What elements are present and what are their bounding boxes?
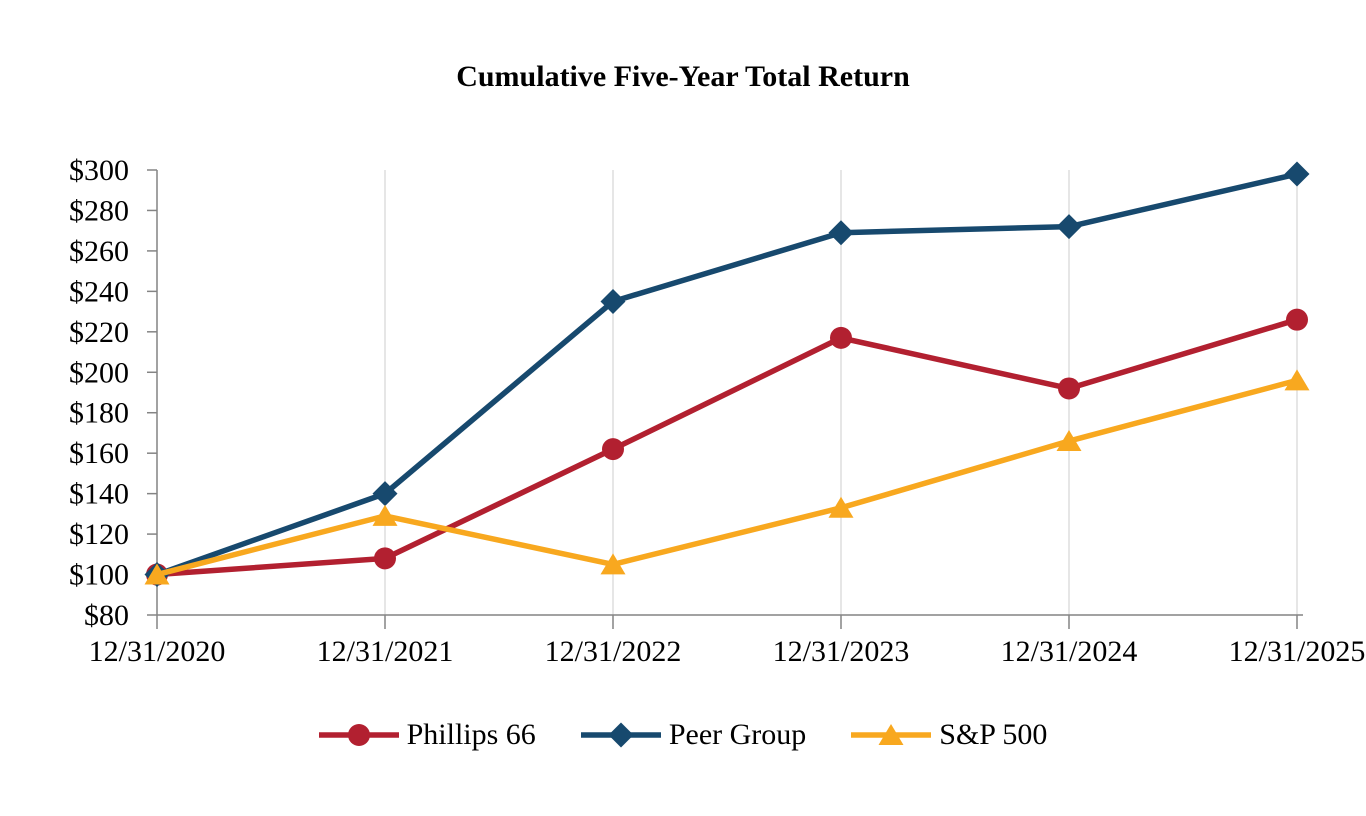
y-tick-label: $200 <box>69 356 129 389</box>
x-tick-label: 12/31/2024 <box>1001 635 1138 668</box>
legend-marker-circle-icon <box>318 724 399 746</box>
series-s-p-500 <box>144 369 1310 585</box>
y-axis-labels: $80 $100 $120 $140 $160 $180 $200 $220 $240 $260 $… <box>69 154 129 632</box>
axes <box>147 169 1303 629</box>
series-line-phillips-66 <box>154 316 1300 578</box>
legend-item-phillips-66: Phillips 66 <box>318 718 536 752</box>
series-line-s-p-500 <box>154 377 1300 578</box>
y-tick-label: $80 <box>84 599 129 632</box>
x-tick-label: 12/31/2025 <box>1229 635 1366 668</box>
y-tick-label: $300 <box>69 154 129 187</box>
y-tick-label: $180 <box>69 397 129 430</box>
legend-marker-triangle-icon <box>851 724 932 745</box>
x-tick-label: 12/31/2023 <box>773 635 910 668</box>
legend-marker-diamond-icon <box>580 722 661 748</box>
y-tick-label: $240 <box>69 275 129 308</box>
chart-legend: Phillips 66 Peer Group S&P 500 <box>0 715 1366 755</box>
y-tick-label: $100 <box>69 559 129 592</box>
y-tick-label: $160 <box>69 437 129 470</box>
series-line-peer-group <box>154 171 1300 578</box>
legend-item-peer-group: Peer Group <box>580 718 807 752</box>
x-axis-labels: 12/31/2020 12/31/2021 12/31/2022 12/31/2023… <box>89 635 1366 668</box>
y-tick-label: $280 <box>69 194 129 227</box>
y-tick-label: $120 <box>69 518 129 551</box>
y-tick-label: $140 <box>69 478 129 511</box>
series-phillips-66 <box>146 308 1308 586</box>
x-tick-label: 12/31/2022 <box>545 635 682 668</box>
legend-item-s-p-500: S&P 500 <box>851 718 1047 752</box>
y-tick-label: $260 <box>69 235 129 268</box>
series-peer-group <box>144 161 1310 588</box>
x-tick-label: 12/31/2021 <box>317 635 454 668</box>
legend-label: Peer Group <box>668 718 807 751</box>
legend-label: Phillips 66 <box>406 718 536 751</box>
x-tick-label: 12/31/2020 <box>89 635 226 668</box>
legend-label: S&P 500 <box>939 718 1048 751</box>
y-tick-label: $220 <box>69 316 129 349</box>
chart-title: Cumulative Five-Year Total Return <box>456 60 910 93</box>
